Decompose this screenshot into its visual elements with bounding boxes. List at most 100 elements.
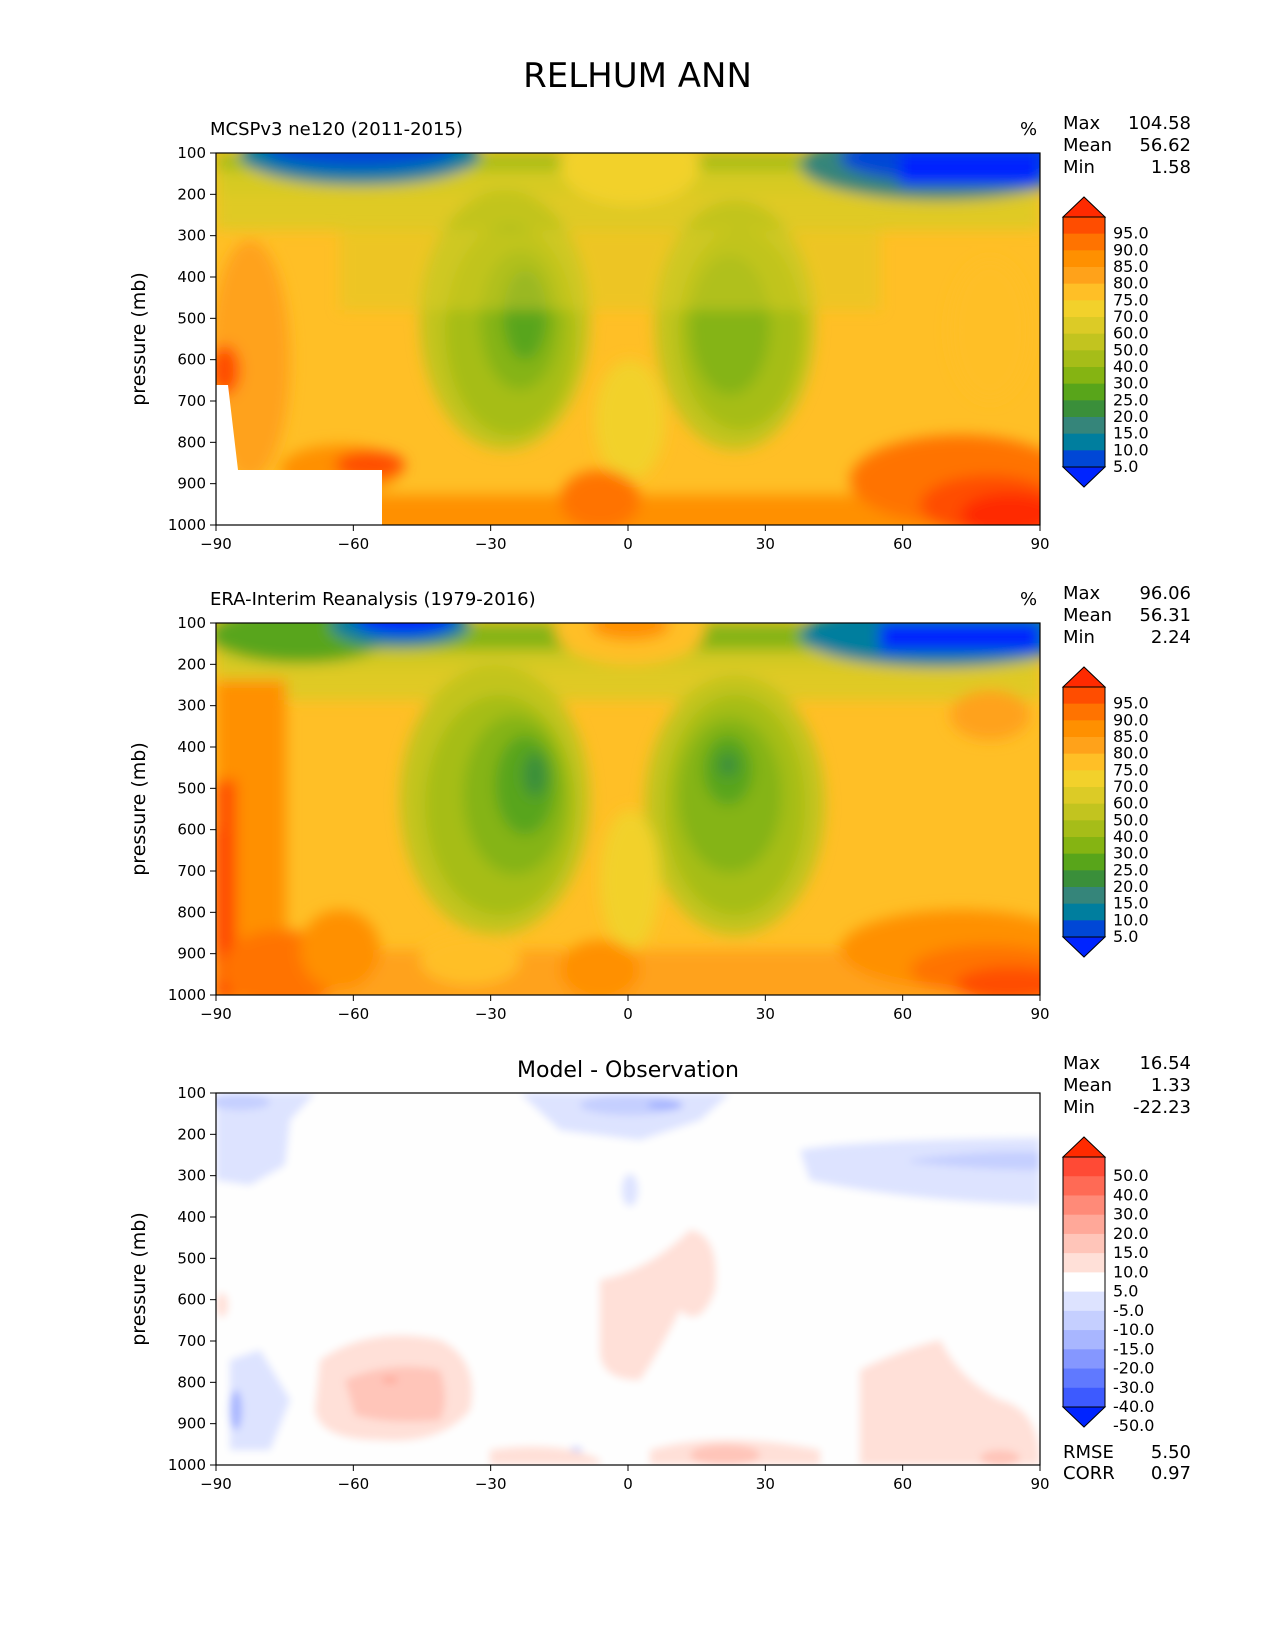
colorbar-swatch [1063, 820, 1105, 838]
min-value: -22.23 [1132, 1097, 1191, 1118]
colorbar-swatch [1063, 737, 1105, 755]
colorbar-label: 20.0 [1113, 1224, 1149, 1243]
y-tick-label: 700 [177, 1332, 206, 1350]
y-tick-label: 800 [177, 433, 206, 451]
colorbar-label: 25.0 [1113, 390, 1149, 409]
stats-block: Max 104.58 Mean 56.62 Min 1.58 [1063, 113, 1191, 179]
colorbar-swatch [1063, 870, 1105, 888]
y-tick-label: 100 [177, 144, 206, 162]
colorbar-frame [1062, 686, 1106, 938]
colorbar-swatch [1063, 283, 1105, 301]
y-tick-label: 400 [177, 1208, 206, 1226]
colorbar-label: 80.0 [1113, 744, 1149, 763]
colorbar-label: 60.0 [1113, 324, 1149, 343]
colorbar-label: 40.0 [1113, 357, 1149, 376]
colorbar: 50.040.030.020.015.010.05.0-5.0-10.0-15.… [1061, 1136, 1154, 1435]
x-tick-label: 30 [756, 535, 775, 553]
x-tick-label: 90 [1030, 1475, 1049, 1493]
contour-fill [216, 1093, 1040, 1465]
colorbar-label: 95.0 [1113, 694, 1149, 713]
contour-fill [216, 623, 1040, 995]
units-label: % [1020, 589, 1038, 610]
colorbar-frame [1062, 216, 1106, 468]
y-tick-label: 700 [177, 862, 206, 880]
max-label: Max [1063, 583, 1101, 604]
colorbar-label: -10.0 [1113, 1320, 1154, 1339]
colorbar-swatch [1063, 703, 1105, 721]
colorbar-swatch [1063, 333, 1105, 351]
y-tick-label: 1000 [168, 1456, 206, 1474]
colorbar-label: 90.0 [1113, 710, 1149, 729]
colorbar-label: 5.0 [1113, 457, 1138, 476]
colorbar-label: 20.0 [1113, 407, 1149, 426]
x-tick-label: 0 [623, 535, 633, 553]
x-tick-label: 60 [893, 1475, 912, 1493]
colorbar-swatch [1063, 1330, 1105, 1350]
x-axis: −90 −60 −30 0 30 60 90 [200, 1465, 1050, 1493]
contour-fill [216, 153, 1040, 525]
colorbar-label: 15.0 [1113, 1243, 1149, 1262]
colorbar-label: 30.0 [1113, 844, 1149, 863]
colorbar-frame [1062, 1156, 1106, 1408]
x-tick-label: −30 [475, 1475, 507, 1493]
colorbar-label: -30.0 [1113, 1378, 1154, 1397]
rmse-value: 5.50 [1150, 1442, 1191, 1463]
colorbar-swatch [1063, 803, 1105, 821]
min-label: Min [1063, 157, 1095, 178]
colorbar-swatch [1063, 853, 1105, 871]
rmse-label: RMSE [1063, 1442, 1114, 1463]
colorbar-swatch [1063, 1233, 1105, 1254]
x-tick-label: −60 [338, 535, 370, 553]
max-label: Max [1063, 1053, 1101, 1074]
colorbar-label: 60.0 [1113, 794, 1149, 813]
y-axis: 100 200 300 400 500 600 700 800 900 1000 [168, 614, 216, 1004]
y-tick-label: 500 [177, 779, 206, 797]
colorbar-swatch [1063, 837, 1105, 855]
colorbar-swatch [1063, 920, 1105, 938]
colorbar-extend-min [1061, 936, 1107, 958]
colorbar-label: -5.0 [1113, 1301, 1144, 1320]
mean-value: 56.62 [1139, 135, 1191, 156]
y-tick-label: 600 [177, 1291, 206, 1309]
colorbar-label: -50.0 [1113, 1416, 1154, 1435]
panel-model: MCSPv3 ne120 (2011-2015) % Max 104.58 Mea… [0, 110, 1275, 580]
colorbar-label: 70.0 [1113, 307, 1149, 326]
figure-title: RELHUM ANN [523, 56, 752, 96]
x-tick-label: 30 [756, 1475, 775, 1493]
y-tick-label: 800 [177, 903, 206, 921]
y-tick-label: 900 [177, 475, 206, 493]
colorbar-label: 15.0 [1113, 894, 1149, 913]
colorbar-label: 70.0 [1113, 777, 1149, 796]
y-tick-label: 900 [177, 945, 206, 963]
colorbar-label: 75.0 [1113, 290, 1149, 309]
y-tick-label: 100 [177, 614, 206, 632]
y-tick-label: 100 [177, 1084, 206, 1102]
x-axis: −90 −60 −30 0 30 60 90 [200, 995, 1050, 1023]
colorbar: 95.090.085.080.075.070.060.050.040.030.0… [1061, 196, 1149, 488]
colorbar-swatch [1063, 903, 1105, 921]
panel-title: MCSPv3 ne120 (2011-2015) [210, 119, 463, 140]
colorbar-swatch [1063, 720, 1105, 738]
corr-value: 0.97 [1150, 1463, 1191, 1484]
x-tick-label: 60 [893, 535, 912, 553]
colorbar: 95.090.085.080.075.070.060.050.040.030.0… [1061, 666, 1149, 958]
colorbar-label: 50.0 [1113, 340, 1149, 359]
colorbar-label: 15.0 [1113, 424, 1149, 443]
colorbar-label: 80.0 [1113, 274, 1149, 293]
y-axis-label: pressure (mb) [128, 742, 150, 876]
colorbar-swatch [1063, 350, 1105, 368]
max-value: 96.06 [1139, 583, 1191, 604]
colorbar-extend-max [1061, 666, 1107, 688]
colorbar-swatch [1063, 250, 1105, 268]
min-label: Min [1063, 1097, 1095, 1118]
y-tick-label: 400 [177, 268, 206, 286]
colorbar-label: -20.0 [1113, 1359, 1154, 1378]
y-tick-label: 200 [177, 655, 206, 673]
x-tick-label: −60 [338, 1005, 370, 1023]
y-tick-label: 500 [177, 1249, 206, 1267]
colorbar-swatch [1063, 417, 1105, 435]
colorbar-label: 85.0 [1113, 257, 1149, 276]
colorbar-label: 40.0 [1113, 1185, 1149, 1204]
